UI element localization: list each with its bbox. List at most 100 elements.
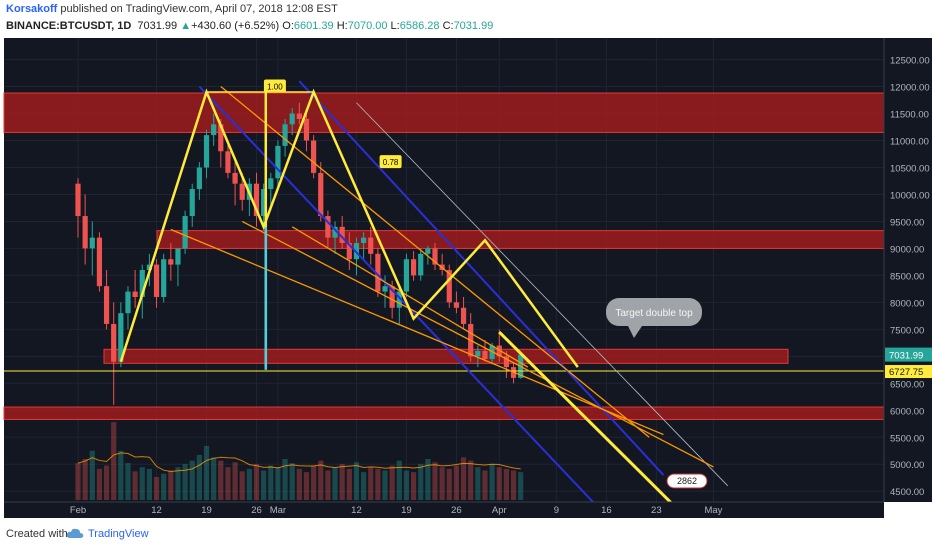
volume-bar — [303, 472, 310, 500]
volume-bar — [175, 467, 181, 500]
candle-body[interactable] — [339, 226, 345, 244]
candle-body[interactable] — [218, 124, 224, 152]
candle-body[interactable] — [453, 302, 460, 308]
candle-body[interactable] — [232, 172, 238, 184]
candle-body[interactable] — [410, 259, 417, 276]
candle-body[interactable] — [503, 356, 509, 368]
y-tick-label: 12000.00 — [890, 83, 930, 94]
candle-body[interactable] — [225, 151, 231, 173]
candle-body[interactable] — [318, 172, 324, 217]
candle-body[interactable] — [396, 291, 402, 308]
time-axis[interactable] — [4, 502, 884, 518]
fib-label-b[interactable] — [379, 155, 402, 169]
candle-body[interactable] — [189, 189, 195, 217]
candle-body[interactable] — [446, 270, 452, 303]
price-zone[interactable] — [103, 348, 789, 364]
target-projection-line[interactable] — [498, 330, 692, 518]
fan-line[interactable] — [170, 228, 664, 436]
candle-body[interactable] — [261, 189, 267, 217]
candle-body[interactable] — [368, 237, 374, 254]
candle-body[interactable] — [482, 350, 488, 360]
callout-bubble[interactable] — [606, 298, 702, 326]
channel-line-upper[interactable] — [198, 85, 649, 518]
candle-body[interactable] — [175, 248, 181, 265]
candle-body[interactable] — [268, 178, 274, 190]
candle-body[interactable] — [168, 259, 174, 265]
x-tick-label: 12 — [151, 505, 162, 516]
candle-body[interactable] — [211, 124, 217, 136]
candle-body[interactable] — [289, 113, 295, 125]
candle-body[interactable] — [361, 237, 367, 244]
volume-bar — [146, 468, 152, 500]
candle-body[interactable] — [346, 243, 352, 260]
candle-body[interactable] — [389, 286, 395, 308]
candle-body[interactable] — [375, 253, 381, 292]
candle-body[interactable] — [253, 183, 260, 217]
candle-body[interactable] — [418, 253, 424, 276]
price-chart[interactable]: 1.00 0.78 Target double top 2862 4500.00 500… — [0, 38, 932, 518]
y-tick-label: 11500.00 — [890, 110, 929, 121]
candle-body[interactable] — [89, 237, 95, 249]
price-zone[interactable] — [3, 92, 885, 133]
candle-body[interactable] — [203, 135, 210, 168]
candle-body[interactable] — [125, 291, 131, 314]
fan-line[interactable] — [220, 86, 650, 438]
count-badge[interactable] — [666, 473, 708, 489]
volume-bar — [153, 477, 160, 500]
candle-body[interactable] — [460, 307, 467, 324]
trend-line-grey[interactable] — [356, 102, 729, 487]
volume-bar — [232, 462, 238, 500]
candle-body[interactable] — [96, 237, 103, 287]
candle-body[interactable] — [496, 345, 502, 357]
tradingview-cloud-icon[interactable] — [66, 526, 84, 540]
candle-body[interactable] — [325, 216, 331, 238]
candle-body[interactable] — [282, 124, 288, 146]
candle-body[interactable] — [303, 118, 310, 141]
volume-bar — [118, 450, 124, 500]
x-tick-label: 12 — [351, 505, 362, 516]
fan-line[interactable] — [291, 226, 529, 368]
volume-bar — [275, 467, 281, 500]
candle-body[interactable] — [239, 183, 245, 200]
candle-body[interactable] — [403, 259, 410, 292]
candle-body[interactable] — [196, 167, 202, 190]
author-link[interactable]: Korsakoff — [6, 3, 58, 15]
candle-body[interactable] — [153, 264, 160, 297]
x-tick-label: Mar — [270, 505, 286, 516]
candle-body[interactable] — [182, 216, 188, 249]
volume-bar — [403, 470, 410, 500]
candle-body[interactable] — [103, 286, 110, 324]
volume-bar — [75, 463, 81, 500]
volume-bar — [225, 467, 231, 500]
candle-body[interactable] — [311, 140, 317, 173]
candle-body[interactable] — [432, 248, 438, 265]
candle-body[interactable] — [111, 323, 117, 362]
volume-bar — [410, 472, 417, 500]
volume-bar — [211, 457, 217, 500]
tradingview-brand-link[interactable]: TradingView — [88, 528, 149, 540]
chart-header: Korsakoff published on TradingView.com, … — [0, 0, 932, 38]
candle-body[interactable] — [118, 313, 124, 362]
candle-body[interactable] — [146, 264, 152, 270]
candle-body[interactable] — [475, 350, 481, 357]
candle-body[interactable] — [161, 259, 167, 297]
change-arrow-icon: ▲ — [180, 20, 192, 32]
price-zone[interactable] — [3, 406, 885, 420]
fib-label-a[interactable] — [263, 79, 286, 93]
volume-bar — [96, 468, 103, 500]
fan-line[interactable] — [241, 220, 714, 468]
candle-body[interactable] — [75, 183, 81, 217]
candle-body[interactable] — [82, 216, 88, 249]
volume-bar — [111, 422, 117, 500]
candle-body[interactable] — [132, 291, 138, 297]
volume-bar — [318, 460, 324, 500]
candle-body[interactable] — [382, 286, 388, 292]
candle-body[interactable] — [139, 270, 145, 297]
volume-bar — [161, 473, 167, 500]
candle-body[interactable] — [332, 226, 338, 238]
created-with-text: Created with — [6, 528, 68, 540]
candle-body[interactable] — [296, 113, 302, 119]
candle-body[interactable] — [275, 145, 281, 179]
candle-body[interactable] — [425, 248, 431, 254]
price-axis[interactable] — [884, 38, 932, 502]
